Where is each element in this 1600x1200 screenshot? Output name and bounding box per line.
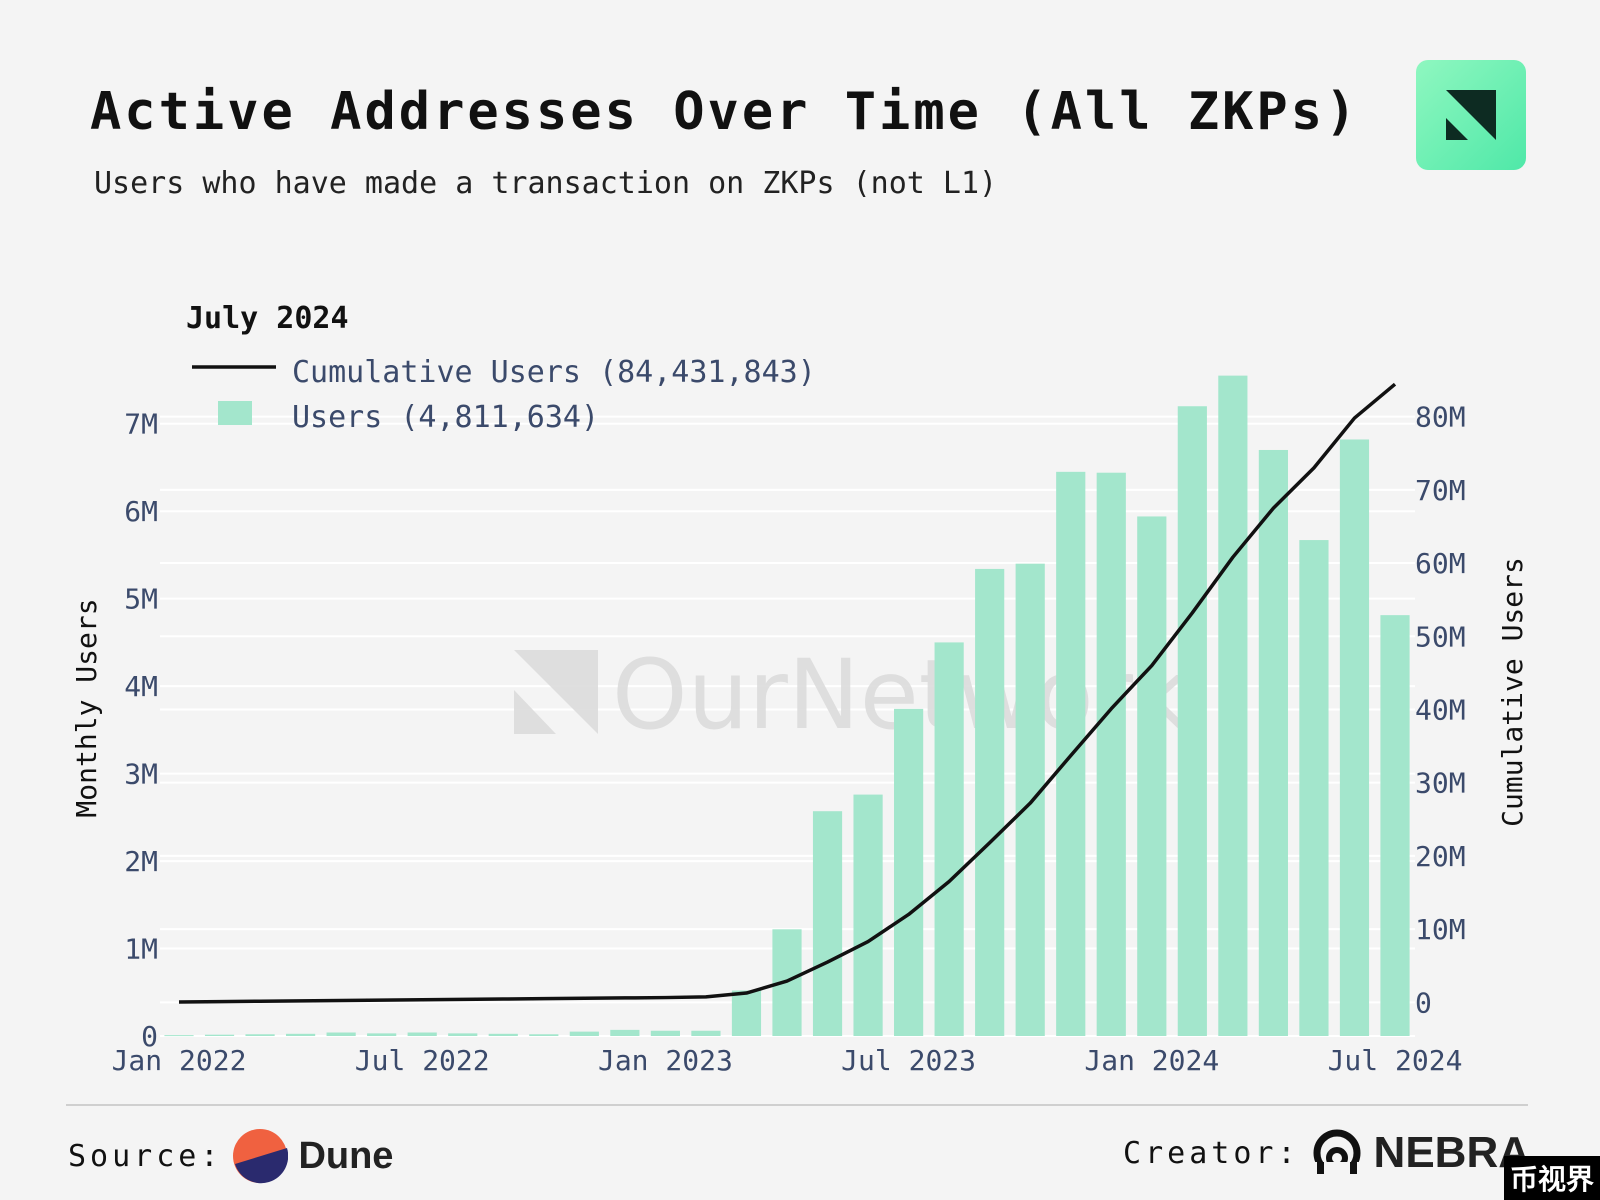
footer-divider	[66, 1104, 1528, 1106]
y-right-tick-label: 40M	[1415, 693, 1466, 726]
bar-jul-2024	[1380, 615, 1410, 1036]
bar-jan-2024	[1137, 516, 1167, 1036]
bar-feb-2024	[1177, 406, 1207, 1036]
cumulative-users-line	[178, 382, 1397, 1004]
bar-mar-2022	[245, 1034, 275, 1036]
bar-dec-2022	[610, 1029, 640, 1036]
legend-bar-swatch	[218, 401, 252, 425]
x-tick-label: Jan 2024	[1084, 1044, 1219, 1077]
y-left-axis-title: Monthly Users	[70, 598, 103, 817]
x-tick-label: Jul 2022	[355, 1044, 490, 1077]
bar-mar-2023	[731, 990, 762, 1036]
bar-jan-2022	[164, 1035, 194, 1037]
footer-source: Source: Dune	[68, 1128, 393, 1184]
ournetwork-logo	[1416, 60, 1526, 170]
legend-title: July 2024	[186, 301, 349, 336]
chart-svg: OurNetwork01M2M3M4M5M6M7M010M20M30M40M50…	[70, 301, 1529, 1077]
source-label: Source:	[68, 1138, 223, 1174]
bar-jan-2023	[650, 1030, 680, 1036]
x-tick-label: Jul 2024	[1328, 1044, 1463, 1077]
bar-nov-2022	[569, 1031, 599, 1036]
bar-jun-2024	[1339, 439, 1370, 1037]
chart-subtitle: Users who have made a transaction on ZKP…	[94, 166, 998, 201]
bar-apr-2022	[286, 1033, 316, 1036]
footer-creator: Creator: NEBRA	[1123, 1128, 1530, 1178]
creator-brand: NEBRA	[1373, 1128, 1530, 1177]
y-right-tick-label: 0	[1415, 986, 1432, 1019]
bar-sep-2022	[488, 1033, 518, 1036]
y-right-tick-label: 30M	[1415, 767, 1466, 800]
y-left-tick-label: 0	[141, 1020, 158, 1053]
y-left-tick-label: 2M	[124, 845, 158, 878]
bar-apr-2024	[1258, 449, 1288, 1036]
ournetwork-logo-icon	[1446, 90, 1496, 140]
x-tick-label: Jan 2022	[112, 1044, 247, 1077]
watermark-logo-icon-corner	[514, 690, 556, 734]
chart-title: Active Addresses Over Time (All ZKPs)	[90, 82, 1360, 142]
nebra-logo-icon	[1311, 1129, 1362, 1178]
dune-logo-icon	[233, 1129, 289, 1184]
bar-sep-2023	[975, 568, 1005, 1036]
bar-feb-2023	[691, 1030, 721, 1036]
y-right-tick-label: 70M	[1415, 474, 1466, 507]
bar-aug-2023	[934, 642, 964, 1036]
bar-jun-2022	[367, 1033, 397, 1036]
y-left-tick-label: 7M	[124, 408, 158, 441]
y-right-tick-label: 50M	[1415, 620, 1466, 653]
y-right-tick-label: 60M	[1415, 547, 1466, 580]
legend-bar-label: Users (4,811,634)	[292, 400, 599, 435]
bar-jul-2023	[894, 708, 924, 1036]
y-left-tick-label: 6M	[124, 495, 158, 528]
bar-dec-2023	[1096, 472, 1126, 1036]
creator-label: Creator:	[1123, 1135, 1300, 1171]
y-left-tick-label: 4M	[124, 670, 158, 703]
x-tick-label: Jul 2023	[841, 1044, 976, 1077]
y-right-tick-label: 20M	[1415, 840, 1466, 873]
y-left-tick-label: 5M	[124, 583, 158, 616]
bar-may-2023	[812, 811, 843, 1036]
source-brand: Dune	[298, 1134, 394, 1177]
watermark-logo-icon	[514, 650, 598, 734]
bar-feb-2022	[204, 1034, 235, 1036]
bar-oct-2022	[529, 1034, 559, 1036]
y-right-tick-label: 10M	[1415, 913, 1466, 946]
y-left-tick-label: 1M	[124, 933, 158, 966]
bar-may-2024	[1299, 540, 1329, 1036]
bar-aug-2022	[448, 1033, 478, 1036]
y-left-tick-label: 3M	[124, 758, 158, 791]
bar-jun-2023	[853, 794, 883, 1036]
y-right-tick-label: 80M	[1415, 401, 1466, 434]
corner-watermark: 币视界	[1503, 1156, 1600, 1200]
bar-may-2022	[326, 1032, 356, 1036]
y-right-axis-title: Cumulative Users	[1496, 557, 1529, 827]
x-tick-label: Jan 2023	[598, 1044, 733, 1077]
bar-mar-2024	[1218, 375, 1248, 1036]
bar-oct-2023	[1015, 563, 1045, 1036]
bar-jul-2022	[407, 1032, 437, 1036]
legend-line-label: Cumulative Users (84,431,843)	[292, 355, 816, 390]
